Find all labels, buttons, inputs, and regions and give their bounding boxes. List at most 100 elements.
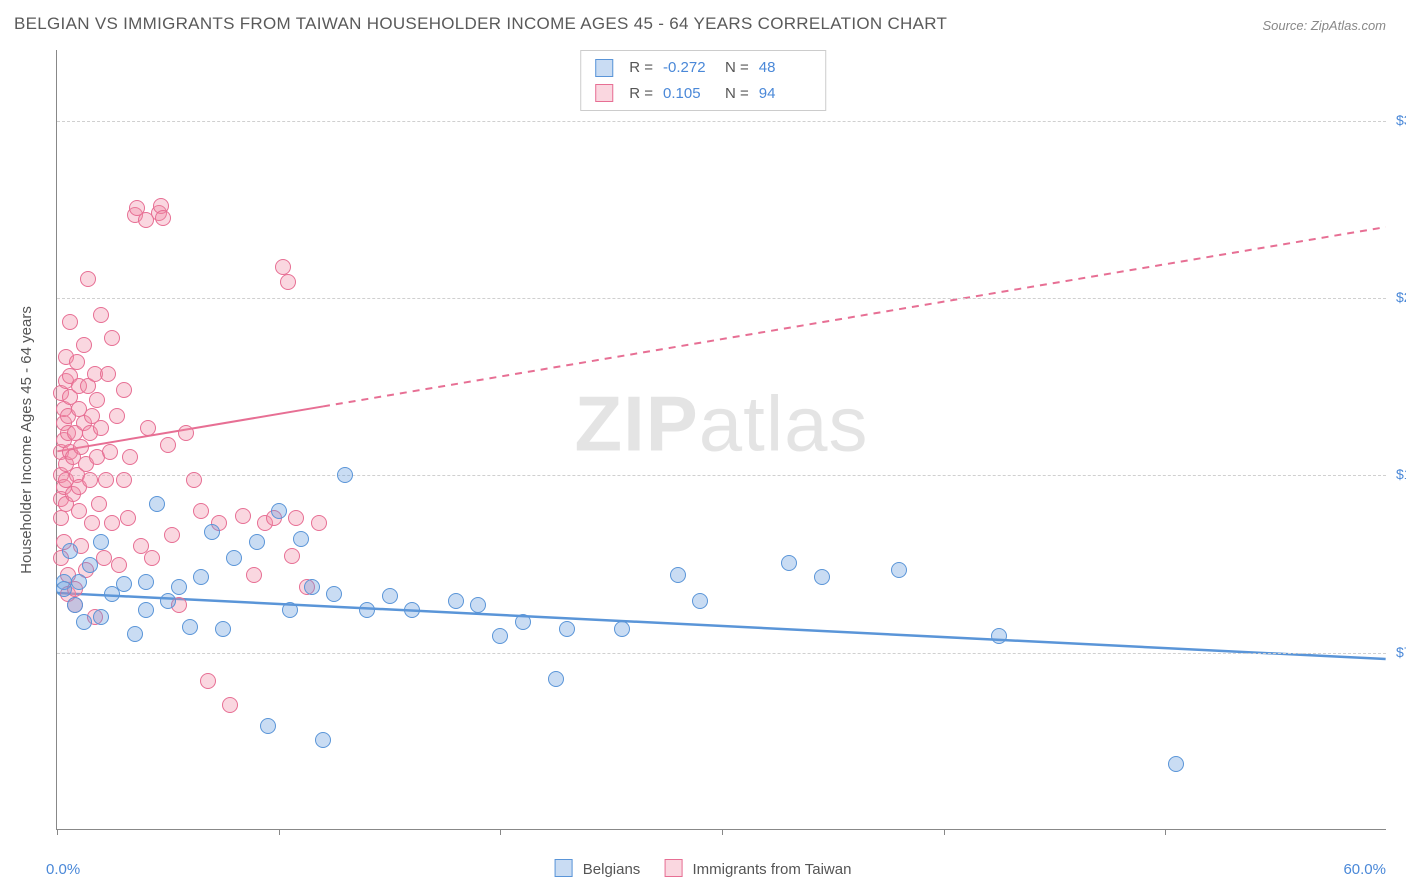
data-point-pink: [111, 557, 127, 573]
data-point-pink: [84, 515, 100, 531]
n-value-pink: 94: [759, 81, 811, 107]
data-point-blue: [182, 619, 198, 635]
x-tick: [279, 829, 280, 835]
data-point-blue: [93, 534, 109, 550]
data-point-pink: [53, 510, 69, 526]
x-min-label: 0.0%: [46, 861, 80, 878]
stats-row-pink: R = 0.105 N = 94: [595, 81, 811, 107]
swatch-blue: [595, 59, 613, 77]
data-point-blue: [67, 597, 83, 613]
data-point-blue: [492, 628, 508, 644]
legend-label-blue: Belgians: [583, 861, 641, 878]
data-point-blue: [149, 496, 165, 512]
x-tick: [722, 829, 723, 835]
chart-title: BELGIAN VS IMMIGRANTS FROM TAIWAN HOUSEH…: [14, 14, 947, 34]
data-point-pink: [104, 330, 120, 346]
data-point-blue: [470, 597, 486, 613]
data-point-pink: [69, 354, 85, 370]
gridline: [57, 653, 1386, 654]
n-label: N =: [725, 55, 749, 81]
watermark: ZIPatlas: [574, 378, 868, 469]
data-point-blue: [382, 588, 398, 604]
data-point-blue: [692, 593, 708, 609]
data-point-pink: [76, 337, 92, 353]
r-value-pink: 0.105: [663, 81, 715, 107]
data-point-blue: [814, 569, 830, 585]
data-point-blue: [991, 628, 1007, 644]
gridline: [57, 298, 1386, 299]
data-point-pink: [93, 307, 109, 323]
data-point-pink: [116, 382, 132, 398]
r-value-blue: -0.272: [663, 55, 715, 81]
data-point-pink: [140, 420, 156, 436]
data-point-blue: [138, 574, 154, 590]
x-tick: [57, 829, 58, 835]
legend-item-pink: Immigrants from Taiwan: [664, 859, 851, 878]
swatch-blue: [555, 859, 573, 877]
data-point-pink: [122, 449, 138, 465]
gridline: [57, 475, 1386, 476]
data-point-blue: [515, 614, 531, 630]
x-tick: [500, 829, 501, 835]
data-point-blue: [82, 557, 98, 573]
data-point-blue: [93, 609, 109, 625]
data-point-pink: [288, 510, 304, 526]
trend-lines: [57, 50, 1386, 829]
bottom-legend: Belgians Immigrants from Taiwan: [555, 859, 852, 878]
data-point-blue: [337, 467, 353, 483]
y-tick-label: $225,000: [1396, 289, 1406, 305]
data-point-blue: [260, 718, 276, 734]
data-point-pink: [109, 408, 125, 424]
x-max-label: 60.0%: [1343, 861, 1386, 878]
data-point-pink: [193, 503, 209, 519]
data-point-pink: [164, 527, 180, 543]
source-label: Source: ZipAtlas.com: [1262, 18, 1386, 33]
data-point-blue: [282, 602, 298, 618]
y-tick-label: $300,000: [1396, 112, 1406, 128]
data-point-pink: [102, 444, 118, 460]
data-point-blue: [548, 671, 564, 687]
x-tick: [944, 829, 945, 835]
data-point-pink: [91, 496, 107, 512]
data-point-blue: [1168, 756, 1184, 772]
data-point-pink: [120, 510, 136, 526]
data-point-blue: [62, 543, 78, 559]
data-point-pink: [98, 472, 114, 488]
y-tick-label: $75,000: [1396, 644, 1406, 660]
data-point-pink: [280, 274, 296, 290]
data-point-blue: [614, 621, 630, 637]
data-point-pink: [116, 472, 132, 488]
r-label: R =: [629, 81, 653, 107]
data-point-pink: [93, 420, 109, 436]
data-point-blue: [249, 534, 265, 550]
data-point-blue: [404, 602, 420, 618]
data-point-pink: [62, 314, 78, 330]
stats-row-blue: R = -0.272 N = 48: [595, 55, 811, 81]
y-axis-title: Householder Income Ages 45 - 64 years: [18, 306, 35, 574]
data-point-pink: [155, 210, 171, 226]
data-point-blue: [293, 531, 309, 547]
data-point-blue: [448, 593, 464, 609]
data-point-blue: [226, 550, 242, 566]
data-point-blue: [359, 602, 375, 618]
data-point-blue: [215, 621, 231, 637]
data-point-blue: [193, 569, 209, 585]
data-point-pink: [160, 437, 176, 453]
data-point-pink: [73, 439, 89, 455]
swatch-pink: [595, 84, 613, 102]
swatch-pink: [664, 859, 682, 877]
data-point-pink: [82, 472, 98, 488]
plot-area: ZIPatlas $75,000$150,000$225,000$300,000: [56, 50, 1386, 830]
data-point-blue: [116, 576, 132, 592]
data-point-pink: [235, 508, 251, 524]
data-point-blue: [891, 562, 907, 578]
data-point-pink: [311, 515, 327, 531]
data-point-blue: [670, 567, 686, 583]
x-tick: [1165, 829, 1166, 835]
stats-legend: R = -0.272 N = 48 R = 0.105 N = 94: [580, 50, 826, 111]
data-point-pink: [200, 673, 216, 689]
data-point-blue: [271, 503, 287, 519]
data-point-pink: [89, 392, 105, 408]
data-point-blue: [56, 581, 72, 597]
data-point-pink: [284, 548, 300, 564]
